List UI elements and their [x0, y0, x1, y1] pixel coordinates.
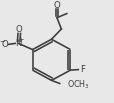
Text: −: − — [0, 39, 5, 44]
Text: +: + — [18, 37, 24, 43]
Text: O: O — [53, 1, 60, 10]
Text: O: O — [2, 40, 8, 49]
Text: OCH$_3$: OCH$_3$ — [66, 78, 89, 91]
Text: F: F — [79, 65, 84, 74]
Text: N: N — [15, 39, 21, 48]
Text: O: O — [15, 25, 22, 34]
